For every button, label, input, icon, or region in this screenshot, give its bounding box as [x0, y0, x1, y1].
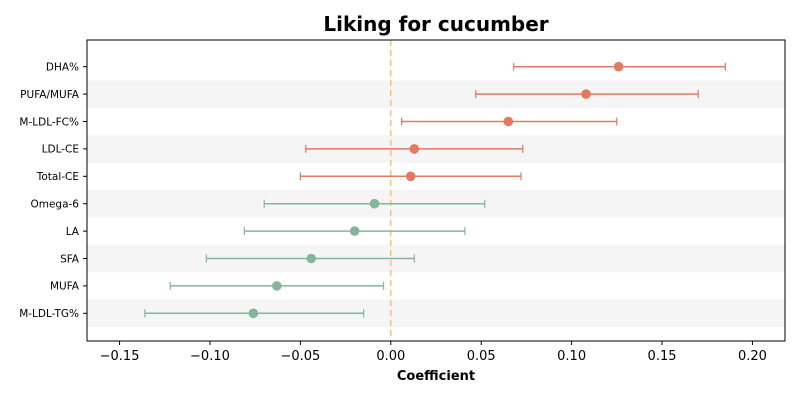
data-point	[581, 89, 591, 99]
data-point	[613, 61, 624, 72]
x-tick-label: −0.05	[280, 349, 320, 364]
x-tick-label: −0.10	[190, 349, 230, 364]
y-tick-label: M-LDL-FC%	[19, 116, 79, 128]
x-tick-label: −0.15	[100, 349, 140, 364]
x-tick-label: 0.20	[738, 349, 767, 364]
y-tick-label: LA	[66, 226, 80, 238]
data-point	[272, 281, 282, 291]
y-tick-label: PUFA/MUFA	[20, 89, 80, 101]
y-tick-label: Total-CE	[36, 171, 79, 183]
y-axis: DHA% PUFA/MUFA M-LDL-FC% LDL-CE Total-CE Omeg…	[19, 62, 87, 320]
y-tick-label: SFA	[60, 253, 80, 265]
y-tick-label: M-LDL-TG%	[19, 308, 79, 320]
x-tick-label: 0.15	[648, 349, 677, 364]
data-point	[503, 116, 514, 127]
x-axis-label: Coefficient	[397, 369, 475, 384]
data-point	[349, 226, 360, 236]
y-tick-label: MUFA	[50, 281, 80, 293]
plot-frame	[86, 39, 786, 342]
chart-title: Liking for cucumber	[323, 12, 548, 36]
y-tick-label: Omega-6	[30, 199, 79, 211]
data-point	[248, 308, 259, 319]
x-tick-label: 0.10	[557, 349, 586, 364]
x-tick-label: 0.00	[376, 349, 405, 364]
data-point	[405, 171, 416, 182]
x-tick-label: 0.05	[467, 349, 496, 364]
y-tick-label: DHA%	[46, 62, 79, 74]
data-point	[306, 253, 317, 264]
row-stripe	[87, 244, 785, 273]
data-point	[369, 198, 380, 209]
data-point	[409, 144, 420, 154]
data-marks	[144, 61, 726, 319]
y-tick-label: LDL-CE	[42, 144, 79, 156]
x-axis: −0.15 −0.10 −0.05 0.00 0.05 0.10 0.15 0.20	[100, 341, 767, 364]
